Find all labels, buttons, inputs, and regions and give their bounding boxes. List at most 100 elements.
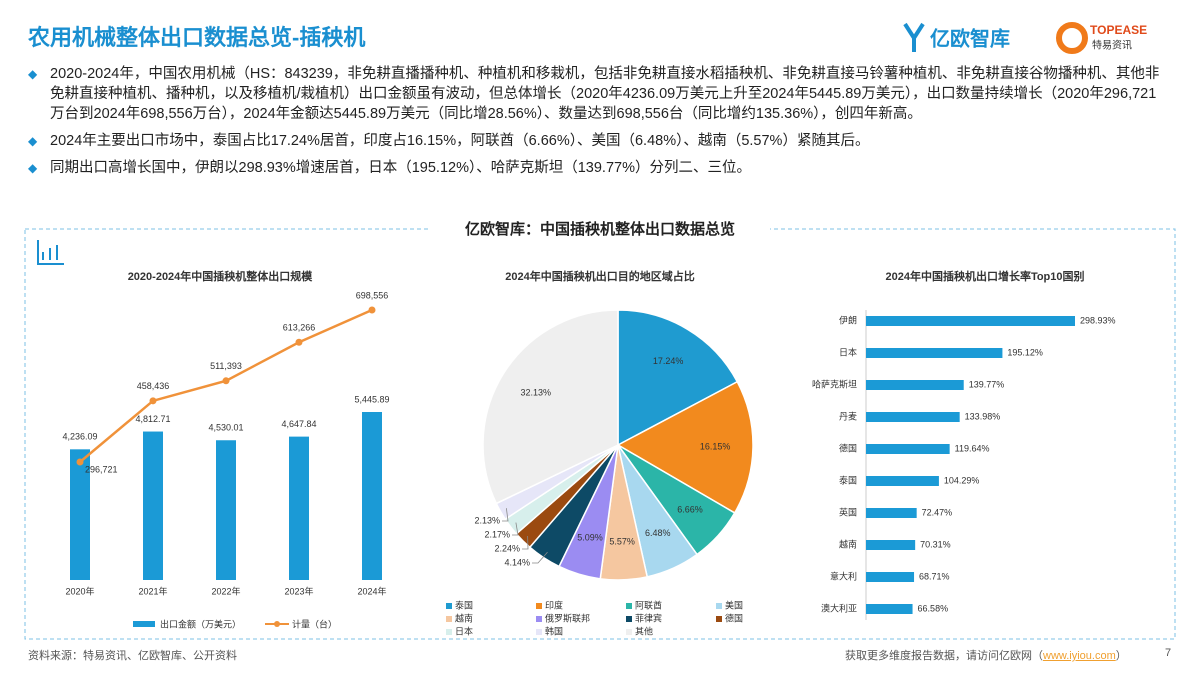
legend-label: 日本 <box>455 625 473 636</box>
x-tick-label: 2022年 <box>211 585 240 596</box>
chart-title: 2020-2024年中国插秧机整体出口规模 <box>128 269 314 283</box>
pie-label: 6.66% <box>677 505 703 515</box>
bar <box>289 436 309 580</box>
bar-value-label: 133.98% <box>965 411 1001 421</box>
legend-swatch <box>716 616 722 622</box>
legend-swatch <box>536 616 542 622</box>
link[interactable]: www.iyiou.com <box>1043 650 1116 662</box>
bar-value-label: 139.77% <box>969 379 1005 389</box>
legend-swatch <box>536 629 542 635</box>
bar-value-label: 104.29% <box>944 475 980 485</box>
pie-label: 5.57% <box>609 536 635 546</box>
bar-value-label: 68.71% <box>919 571 950 581</box>
line-point <box>295 338 303 346</box>
bar <box>866 604 913 614</box>
x-tick-label: 2021年 <box>138 585 167 596</box>
bullets: 2020-2024年，中国农用机械（HS：843239，非免耕直播播种机、种植机… <box>28 64 1168 185</box>
x-tick-label: 2024年 <box>357 585 386 596</box>
line-point <box>76 458 84 466</box>
footer-source: 资料来源：特易资讯、亿欧智库、公开资料 <box>28 650 237 662</box>
footer-link-text: 获取更多维度报告数据，请访问亿欧网（www.iyiou.com） <box>845 647 1127 663</box>
y-tick-label: 伊朗 <box>839 314 857 325</box>
y-tick-label: 丹麦 <box>839 410 857 421</box>
pie-slice <box>616 380 754 514</box>
bar <box>866 412 960 422</box>
logo-yiou: 亿欧智库 <box>930 26 1010 50</box>
pie-label: 16.15% <box>700 441 731 451</box>
legend-label: 美国 <box>725 599 743 610</box>
bar-value-label: 195.12% <box>1007 347 1043 357</box>
legend-swatch <box>446 629 452 635</box>
pie-label: 4.14% <box>504 557 530 567</box>
y-tick-label: 日本 <box>839 346 857 357</box>
line <box>79 308 373 463</box>
panel-title-bg <box>430 218 770 240</box>
bar-value-label: 5,445.89 <box>354 394 389 404</box>
x-tick-label: 2020年 <box>65 585 94 596</box>
bar-value-label: 4,812.71 <box>135 414 170 424</box>
page-number: 7 <box>1165 647 1172 659</box>
legend-dot <box>274 621 280 627</box>
logo-icon <box>903 22 925 52</box>
bar <box>866 476 939 486</box>
legend-swatch <box>133 621 155 627</box>
y-tick-label: 德国 <box>839 442 857 453</box>
y-tick-label: 泰国 <box>839 474 857 485</box>
bar <box>216 440 236 580</box>
x-tick-label: 2023年 <box>284 585 313 596</box>
line-value-label: 613,266 <box>283 323 316 333</box>
bar-value-label: 119.64% <box>955 443 990 453</box>
legend-swatch <box>446 603 452 609</box>
bar <box>866 508 917 518</box>
bar-value-label: 70.31% <box>920 539 951 549</box>
leader-line <box>502 508 509 522</box>
bar <box>866 540 916 550</box>
bar-value-label: 72.47% <box>922 507 953 517</box>
bar <box>866 380 964 390</box>
y-tick-label: 哈萨克斯坦 <box>812 378 857 389</box>
leader-line <box>522 535 529 550</box>
pie-label: 32.13% <box>520 388 551 398</box>
legend-label: 泰国 <box>455 599 473 610</box>
line-point <box>149 397 157 405</box>
y-tick-label: 英国 <box>839 506 857 517</box>
y-tick-label: 意大利 <box>830 570 857 581</box>
bullet: 2020-2024年，中国农用机械（HS：843239，非免耕直播播种机、种植机… <box>28 64 1168 124</box>
legend-label: 计量（台） <box>292 618 337 629</box>
legend-label: 韩国 <box>545 625 563 636</box>
chart-title: 2024年中国插秧机出口目的地区域占比 <box>505 269 694 283</box>
bar-value-label: 4,647.84 <box>281 419 316 429</box>
leader-line <box>532 551 548 564</box>
bullet: 2024年主要出口市场中，泰国占比17.24%居首，印度占16.15%，阿联酋（… <box>28 131 1168 151</box>
legend-label: 菲律宾 <box>635 612 662 623</box>
pie-label: 2.24% <box>494 543 520 553</box>
bar <box>866 572 915 582</box>
pie-label: 17.24% <box>653 356 684 366</box>
legend-label: 越南 <box>455 612 473 623</box>
bar <box>866 316 1075 326</box>
bar <box>143 431 163 580</box>
panel-title: 亿欧智库：中国插秧机整体出口数据总览 <box>465 220 735 238</box>
pie-label: 2.13% <box>474 515 500 525</box>
bar <box>866 348 1003 358</box>
page-title: 农用机械整体出口数据总览-插秧机 <box>28 25 366 50</box>
bar <box>362 412 382 580</box>
pie-label: 5.09% <box>577 532 603 542</box>
line-value-label: 296,721 <box>85 464 118 474</box>
bar <box>866 444 950 454</box>
panel-icon <box>37 240 64 265</box>
legend-swatch <box>536 603 542 609</box>
legend-swatch <box>626 616 632 622</box>
line-value-label: 698,556 <box>356 290 389 300</box>
leader-line <box>512 522 519 536</box>
y-tick-label: 越南 <box>839 538 857 549</box>
legend-label: 阿联酋 <box>635 599 662 610</box>
legend-label: 德国 <box>725 612 743 623</box>
logo-circle <box>1056 22 1088 54</box>
link-prefix: 获取更多维度报告数据，请访问亿欧网（ <box>845 650 1043 662</box>
legend-label: 印度 <box>545 599 563 610</box>
legend-label: 其他 <box>635 625 653 636</box>
legend-label: 出口金额（万美元） <box>160 618 241 629</box>
